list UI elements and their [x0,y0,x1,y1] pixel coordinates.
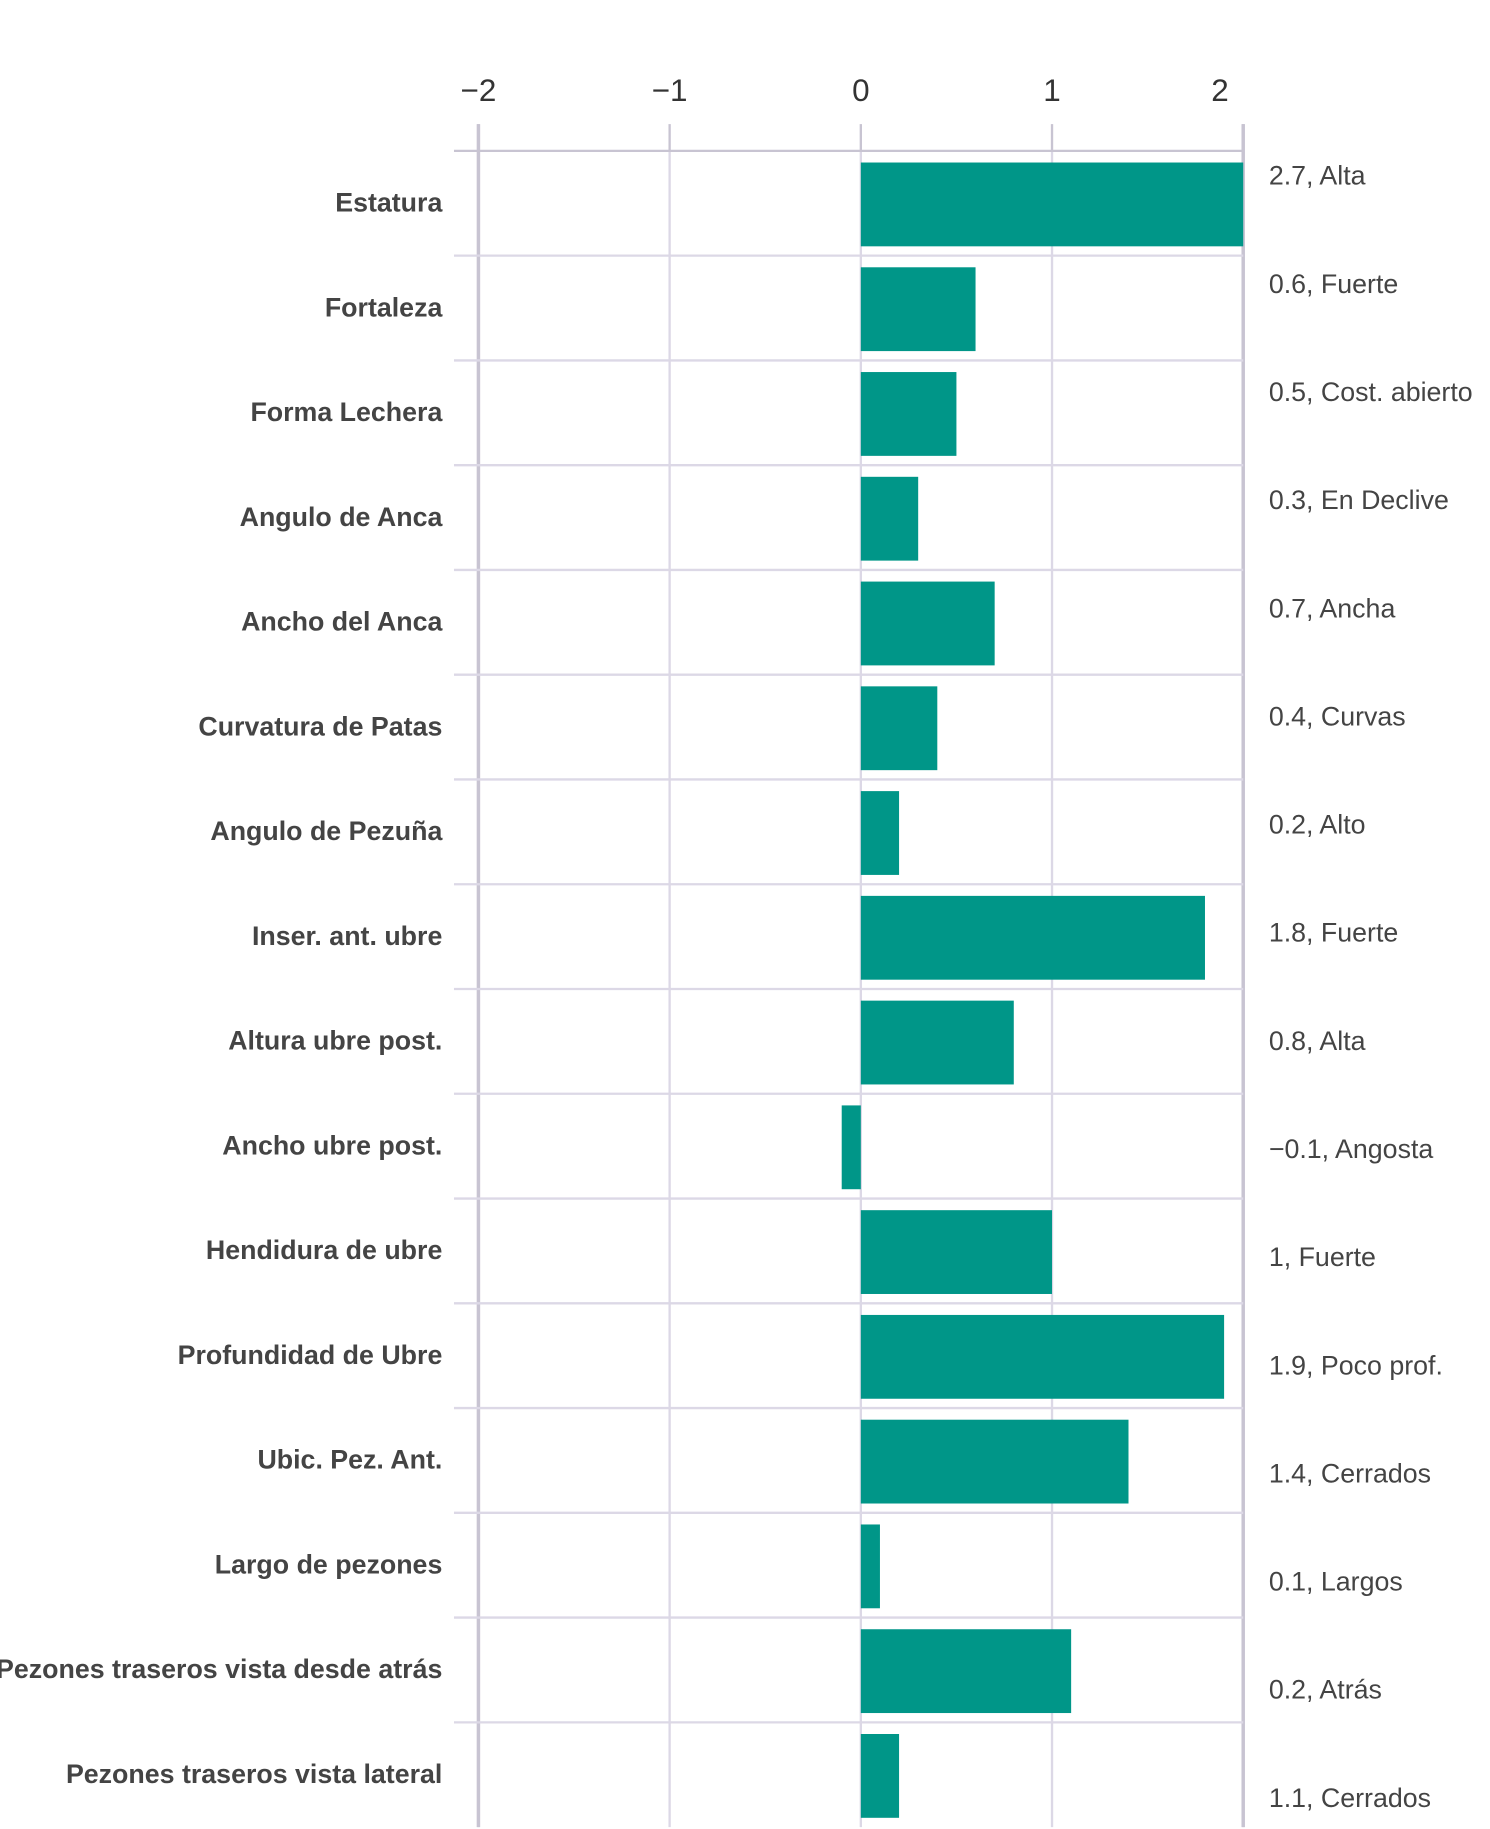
bar [860,581,995,666]
category-label: Forma Lechera [250,397,443,427]
annotation: 0.4, Curvas [1269,701,1406,731]
category-label: Pezones traseros vista desde atrás [0,1654,442,1684]
annotation: 1.9, Poco prof. [1269,1350,1443,1380]
annotation: 0.2, Alto [1269,810,1366,840]
annotation: −0.1, Angosta [1269,1134,1434,1164]
bar [860,1524,880,1609]
annotation: 1.1, Cerrados [1269,1783,1431,1813]
bar [860,162,1244,247]
category-label: Angulo de Anca [240,502,444,532]
x-tick-label: 1 [1043,73,1060,108]
annotation: 0.2, Atrás [1269,1675,1382,1705]
bar [860,1419,1129,1504]
annotation: 0.8, Alta [1269,1026,1366,1056]
annotation: 2.7, Alta [1269,161,1366,191]
annotation: 0.6, Fuerte [1269,269,1398,299]
category-label: Profundidad de Ubre [178,1340,443,1370]
annotation: 1, Fuerte [1269,1242,1376,1272]
category-label: Ancho del Anca [241,607,443,637]
annotation: 1.4, Cerrados [1269,1458,1431,1488]
bar [841,1105,861,1190]
category-label: Estatura [335,188,443,218]
annotation: 0.3, En Declive [1269,485,1449,515]
bar [860,372,957,456]
category-label: Inser. ant. ubre [252,921,442,951]
bar [860,1314,1225,1399]
bar [860,1734,900,1818]
bar [860,1210,1053,1294]
bar [860,1000,1014,1085]
bar [860,791,900,875]
category-label: Angulo de Pezuña [210,816,443,846]
x-tick-label: −2 [461,73,497,108]
x-tick-label: 2 [1211,73,1228,108]
annotation: 0.1, Largos [1269,1567,1403,1597]
category-label: Altura ubre post. [228,1026,442,1056]
bar [860,476,919,561]
category-label: Hendidura de ubre [206,1235,442,1265]
bar [860,895,1205,980]
category-label: Fortaleza [325,292,444,322]
category-label: Ancho ubre post. [222,1130,442,1160]
category-label: Ubic. Pez. Ant. [257,1445,442,1475]
x-tick-label: −1 [652,73,688,108]
annotation: 0.7, Ancha [1269,593,1396,623]
bar [860,1629,1072,1714]
annotation: 0.5, Cost. abierto [1269,377,1473,407]
bar [860,686,938,771]
bars [841,162,1244,1818]
category-label: Largo de pezones [215,1549,443,1579]
x-tick-label: 0 [852,73,869,108]
annotation: 1.8, Fuerte [1269,918,1398,948]
category-label: Pezones traseros vista lateral [66,1759,442,1789]
category-label: Curvatura de Patas [198,711,442,741]
bar [860,267,976,352]
